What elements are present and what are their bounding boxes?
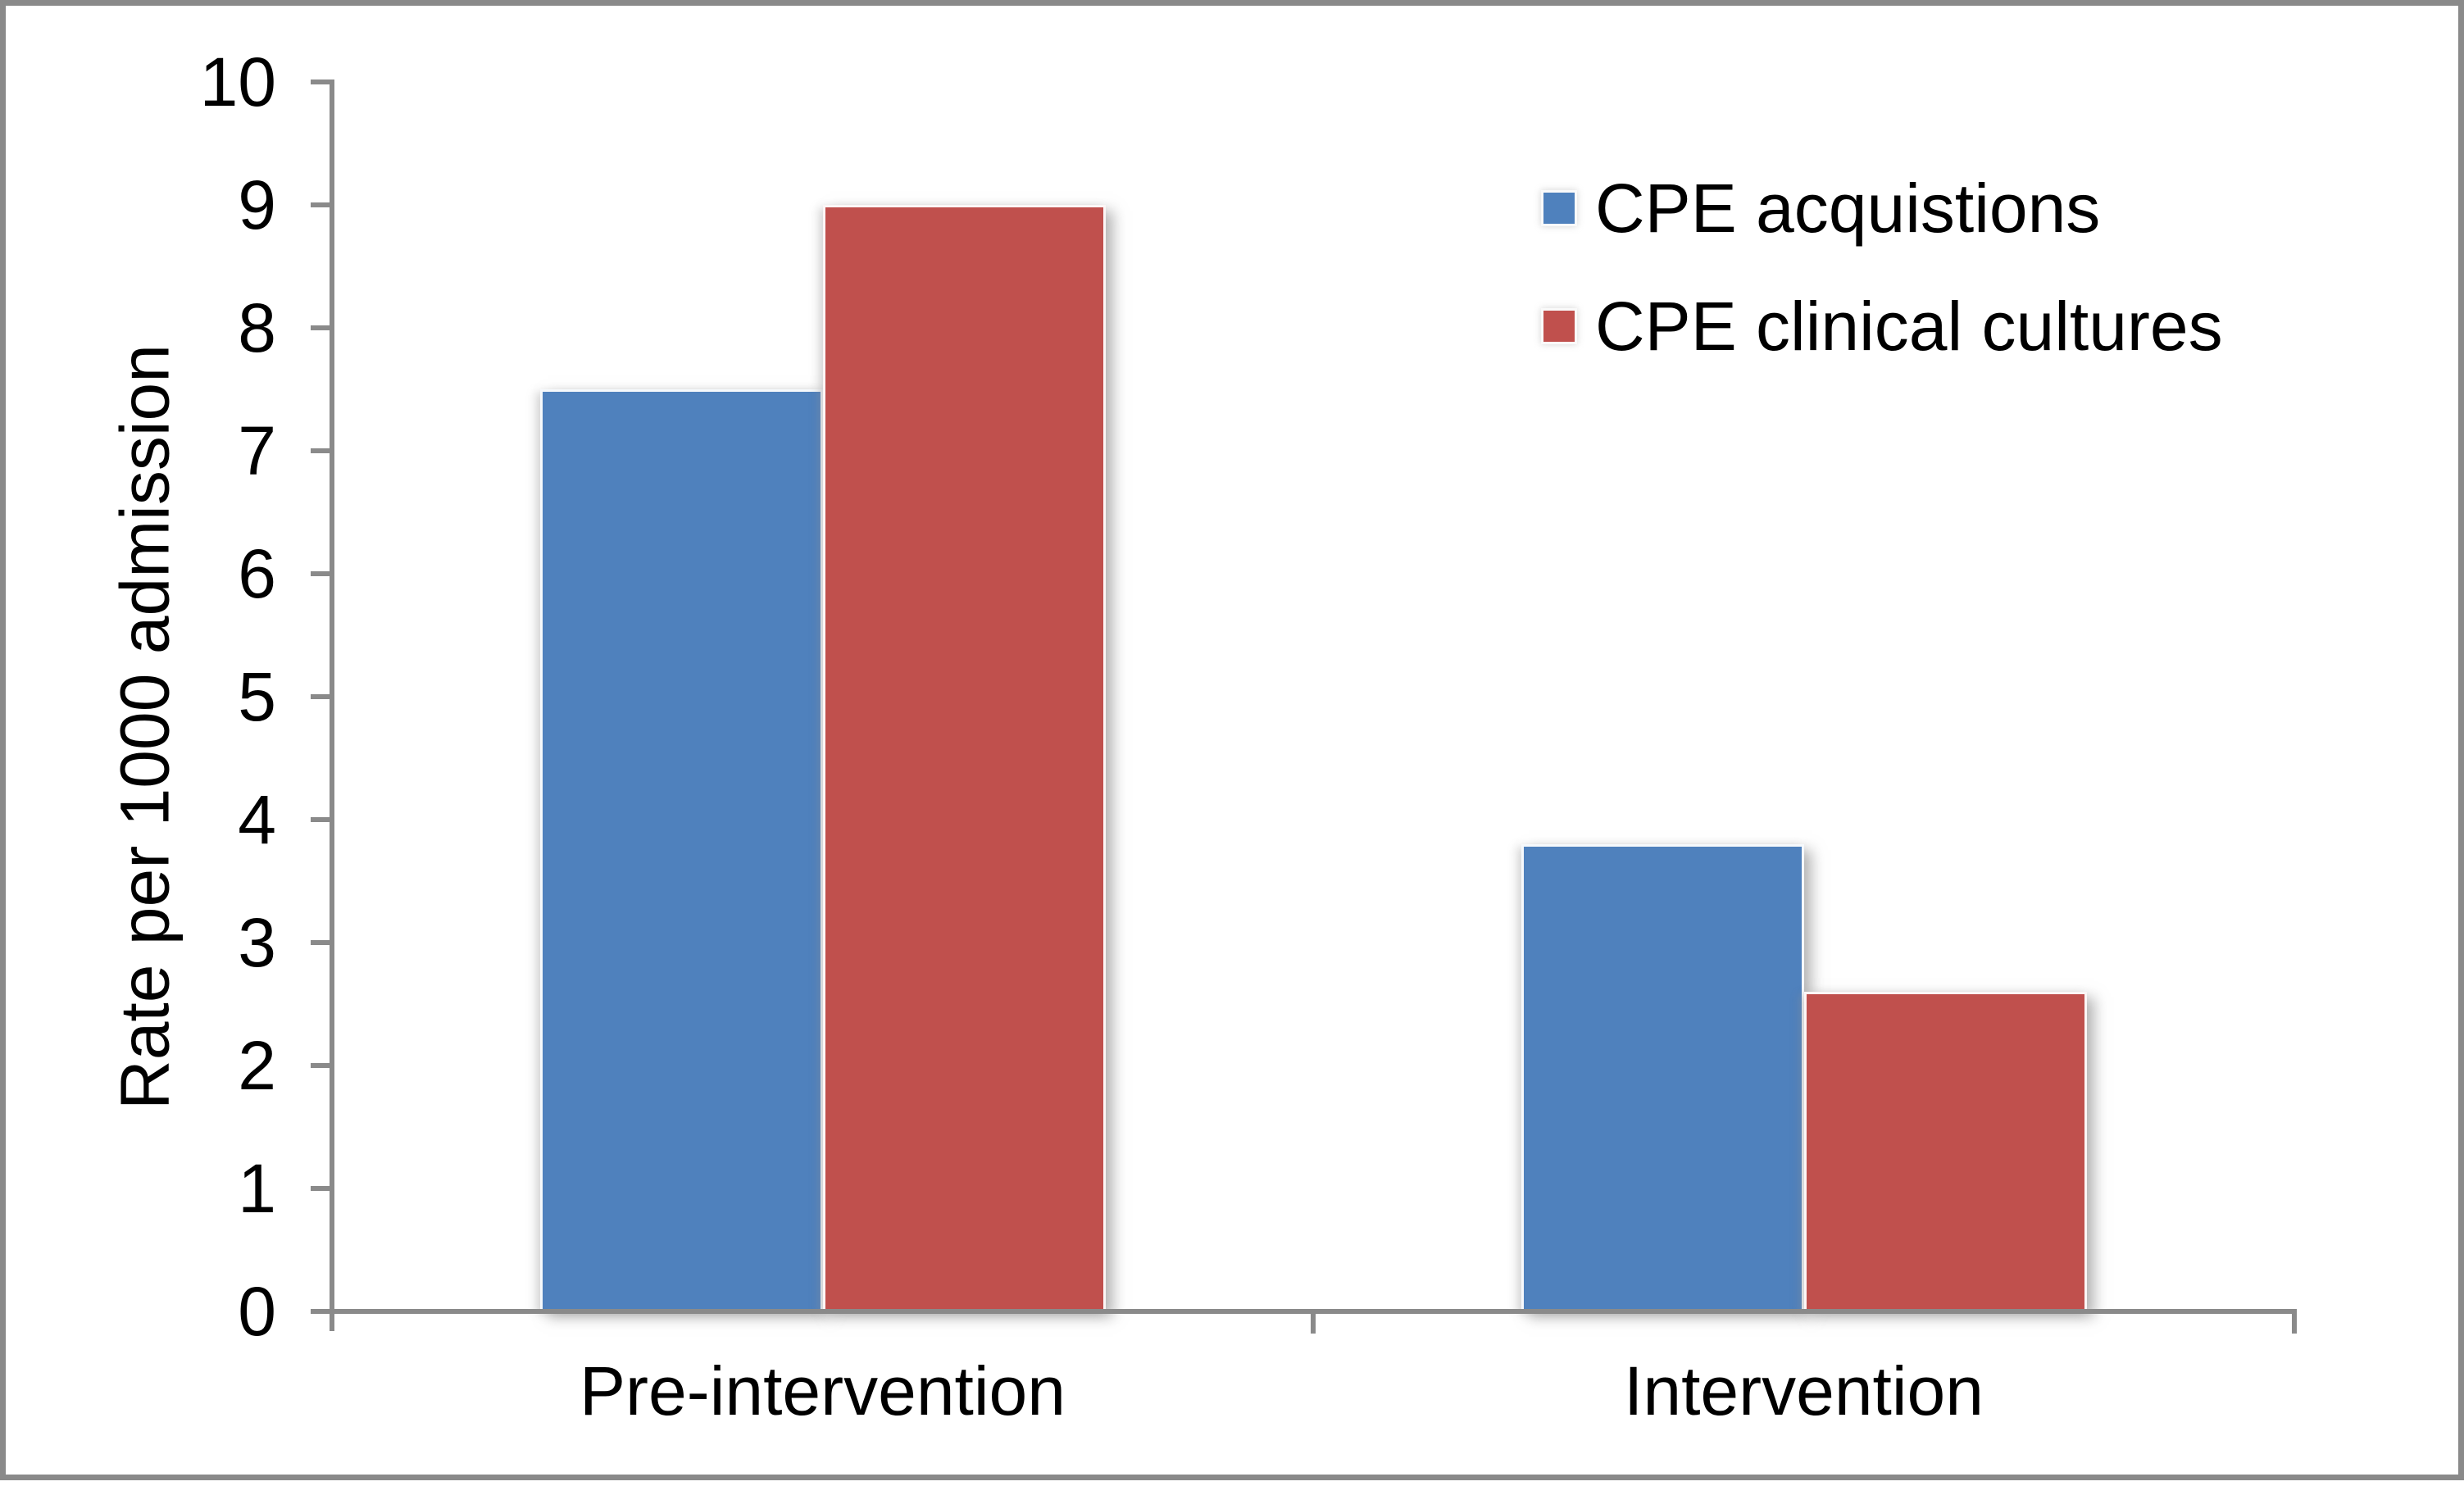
y-tick-label: 10 <box>199 43 276 120</box>
y-tick <box>311 448 332 453</box>
legend-swatch-icon <box>1541 190 1577 226</box>
x-category-label-2: Intervention <box>1624 1352 1984 1429</box>
y-tick <box>311 571 332 576</box>
legend-swatch-icon <box>1541 308 1577 344</box>
y-tick <box>311 80 332 84</box>
y-tick <box>311 1063 332 1068</box>
y-tick-label: 2 <box>238 1027 276 1104</box>
y-tick-label: 5 <box>238 658 276 735</box>
bar-series1-cat2 <box>1521 844 1804 1311</box>
y-tick <box>311 817 332 822</box>
legend: CPE acquistions CPE clinical cultures <box>1541 174 2223 410</box>
x-tick <box>2292 1309 2297 1334</box>
legend-label: CPE clinical cultures <box>1595 288 2223 365</box>
y-tick-label: 0 <box>238 1273 276 1350</box>
y-tick <box>311 940 332 945</box>
bar-series2-cat1 <box>822 205 1106 1311</box>
y-tick <box>311 1186 332 1191</box>
legend-label: CPE acquistions <box>1595 170 2101 247</box>
x-category-label-1: Pre-intervention <box>580 1352 1066 1429</box>
y-tick-label: 8 <box>238 289 276 366</box>
bar-series2-cat2 <box>1803 992 2087 1311</box>
y-tick <box>311 202 332 207</box>
y-tick-label: 9 <box>238 166 276 243</box>
x-tick <box>1311 1309 1316 1334</box>
y-axis-line <box>330 80 334 1331</box>
bar-series1-cat1 <box>539 389 823 1311</box>
y-tick-label: 3 <box>238 904 276 981</box>
y-tick-label: 7 <box>238 412 276 489</box>
y-tick <box>311 694 332 699</box>
y-tick-label: 4 <box>238 781 276 858</box>
legend-item-1: CPE acquistions <box>1541 174 2223 243</box>
plot-area: 0 1 2 3 4 5 6 7 8 9 10 Pre-intervention Intervention <box>6 6 2464 1486</box>
y-tick <box>311 325 332 330</box>
y-tick <box>311 1309 332 1314</box>
y-tick-label: 1 <box>238 1150 276 1227</box>
legend-item-2: CPE clinical cultures <box>1541 292 2223 361</box>
y-tick-label: 6 <box>238 535 276 612</box>
